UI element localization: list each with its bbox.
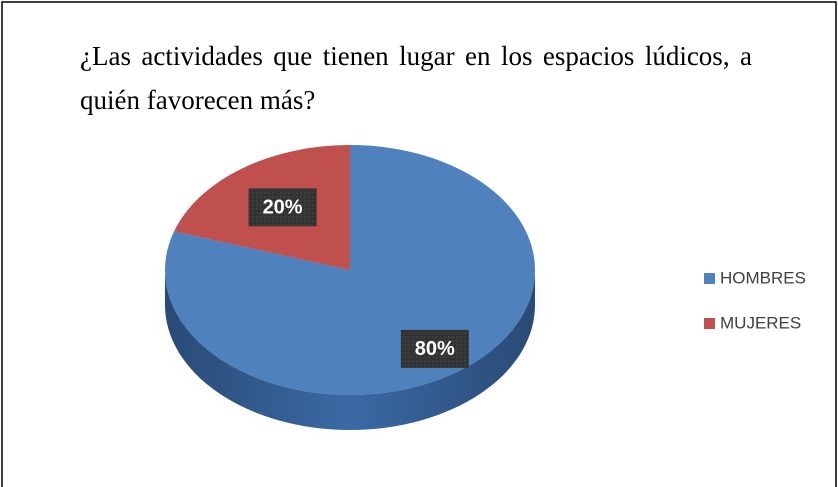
chart-title: ¿Las actividades que tienen lugar en los…	[80, 41, 752, 115]
legend-swatch	[704, 318, 715, 329]
data-label: 80%	[415, 338, 455, 360]
data-label: 20%	[263, 197, 303, 219]
legend-label: HOMBRES	[720, 268, 806, 287]
legend-label: MUJERES	[720, 313, 801, 332]
data-label-box	[400, 329, 469, 368]
legend-swatch	[704, 273, 715, 284]
pie-side	[165, 270, 535, 430]
data-label-box	[248, 188, 317, 227]
legend-box	[690, 255, 832, 347]
